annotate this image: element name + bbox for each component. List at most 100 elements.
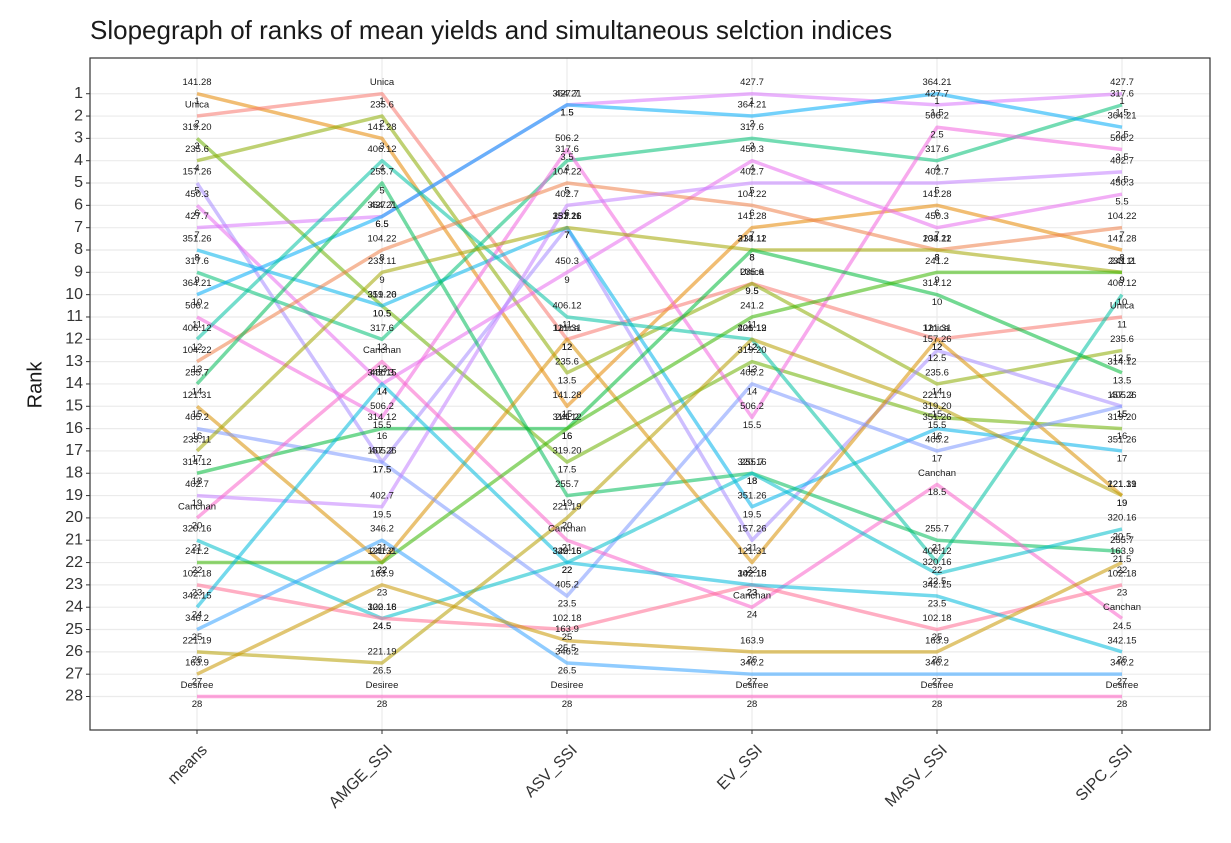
point-rank: 18 [747,476,758,487]
point-name: 235.6 [740,267,764,278]
point-rank: 10 [1117,297,1128,308]
point-rank: 24 [747,610,758,621]
point-rank: 17.5 [373,465,392,476]
point-name: 157.26 [922,334,951,345]
point-name: 233.11 [553,211,581,222]
point-name: 157.26 [1107,390,1136,401]
point-rank: 22 [192,565,203,576]
point-rank: 7 [564,230,569,241]
point-name: 346.2 [370,524,394,535]
point-rank: 3 [379,141,384,152]
point-rank: 21 [562,543,573,554]
point-name: 255.7 [185,367,209,378]
point-rank: 6 [564,208,569,219]
x-tick-label: SIPC_SSI [1073,742,1136,805]
point-name: 255.7 [740,457,764,468]
point-name: 320.16 [182,524,211,535]
y-tick-label: 1 [74,85,83,102]
point-name: 317.6 [740,122,764,133]
point-rank: 20.5 [1113,532,1132,543]
point-rank: 9 [379,275,384,286]
point-name: Unica [370,77,395,88]
point-rank: 25.5 [558,643,577,654]
point-name: 141.28 [367,122,396,133]
point-name: Canchan [733,591,771,602]
point-name: Unica [185,100,210,111]
point-name: 450.3 [740,144,764,155]
point-name: 364.21 [182,278,211,289]
point-rank: 3 [194,141,199,152]
point-name: 221.19 [182,635,211,646]
point-rank: 23 [747,587,758,598]
grid [90,58,1210,730]
series-line [196,382,1123,598]
point-name: 427.7 [740,77,764,88]
point-rank: 5.5 [1115,197,1128,208]
point-rank: 16 [1117,431,1128,442]
series-line [195,225,1123,453]
y-tick-label: 13 [65,353,83,370]
point-name: 351.26 [367,289,396,300]
point-rank: 22 [562,565,573,576]
point-name: Unica [1110,300,1135,311]
series-line [195,182,1123,542]
point-rank: 15 [562,409,573,420]
point-name: 450.3 [185,189,209,200]
point-name: 102.18 [182,568,211,579]
point-rank: 15.5 [743,420,762,431]
point-name: 163.9 [370,568,394,579]
point-rank: 26.5 [373,666,392,677]
point-rank: 26 [932,654,943,665]
point-rank: 20 [192,520,203,531]
y-tick-label: 15 [65,397,83,414]
point-rank: 25 [562,632,573,643]
point-name: 320.16 [552,546,581,557]
point-rank: 6.5 [375,219,388,230]
point-name: 104.22 [1107,211,1136,222]
point-rank: 16 [562,431,573,442]
y-tick-label: 11 [66,308,83,325]
point-rank: 15 [932,409,943,420]
y-tick-label: 7 [74,219,83,236]
point-rank: 18 [192,476,203,487]
point-name: Canchan [548,524,586,535]
point-name: 163.9 [740,635,764,646]
point-name: Desiree [181,680,214,691]
y-tick-label: 28 [65,688,83,705]
point-name: 235.6 [1110,334,1134,345]
y-tick-label: 27 [65,665,83,682]
point-name: 319.20 [182,122,211,133]
point-rank: 19 [1117,498,1128,509]
point-rank: 26 [1117,654,1128,665]
series-line [196,583,1123,632]
point-name: 317.6 [185,256,209,267]
point-rank: 9 [194,275,199,286]
point-rank: 21 [192,543,203,554]
point-rank: 8 [934,253,939,264]
point-name: 406.12 [182,323,211,334]
x-tick-label: AMGE_SSI [326,742,396,812]
y-tick-label: 2 [74,107,83,124]
point-name: 427.7 [185,211,209,222]
point-name: Desiree [921,680,954,691]
series-line [196,170,1123,509]
point-name: Unica [925,323,950,334]
point-rank: 13 [192,364,203,375]
point-rank: 24 [192,610,203,621]
point-name: 406.12 [1107,278,1136,289]
point-name: 314.12 [737,234,766,245]
point-rank: 10.5 [373,308,392,319]
point-rank: 2 [194,119,199,130]
point-name: 163.9 [925,635,949,646]
point-name: 255.7 [555,479,579,490]
point-name: 255.7 [370,167,394,178]
point-rank: 5 [379,186,384,197]
point-name: 104.22 [737,189,766,200]
point-name: 121.31 [737,546,766,557]
point-name: 317.6 [1110,88,1134,99]
point-name: 157.26 [737,524,766,535]
point-name: 121.31 [367,546,396,557]
point-rank: 16 [192,431,203,442]
point-rank: 3.5 [560,152,573,163]
